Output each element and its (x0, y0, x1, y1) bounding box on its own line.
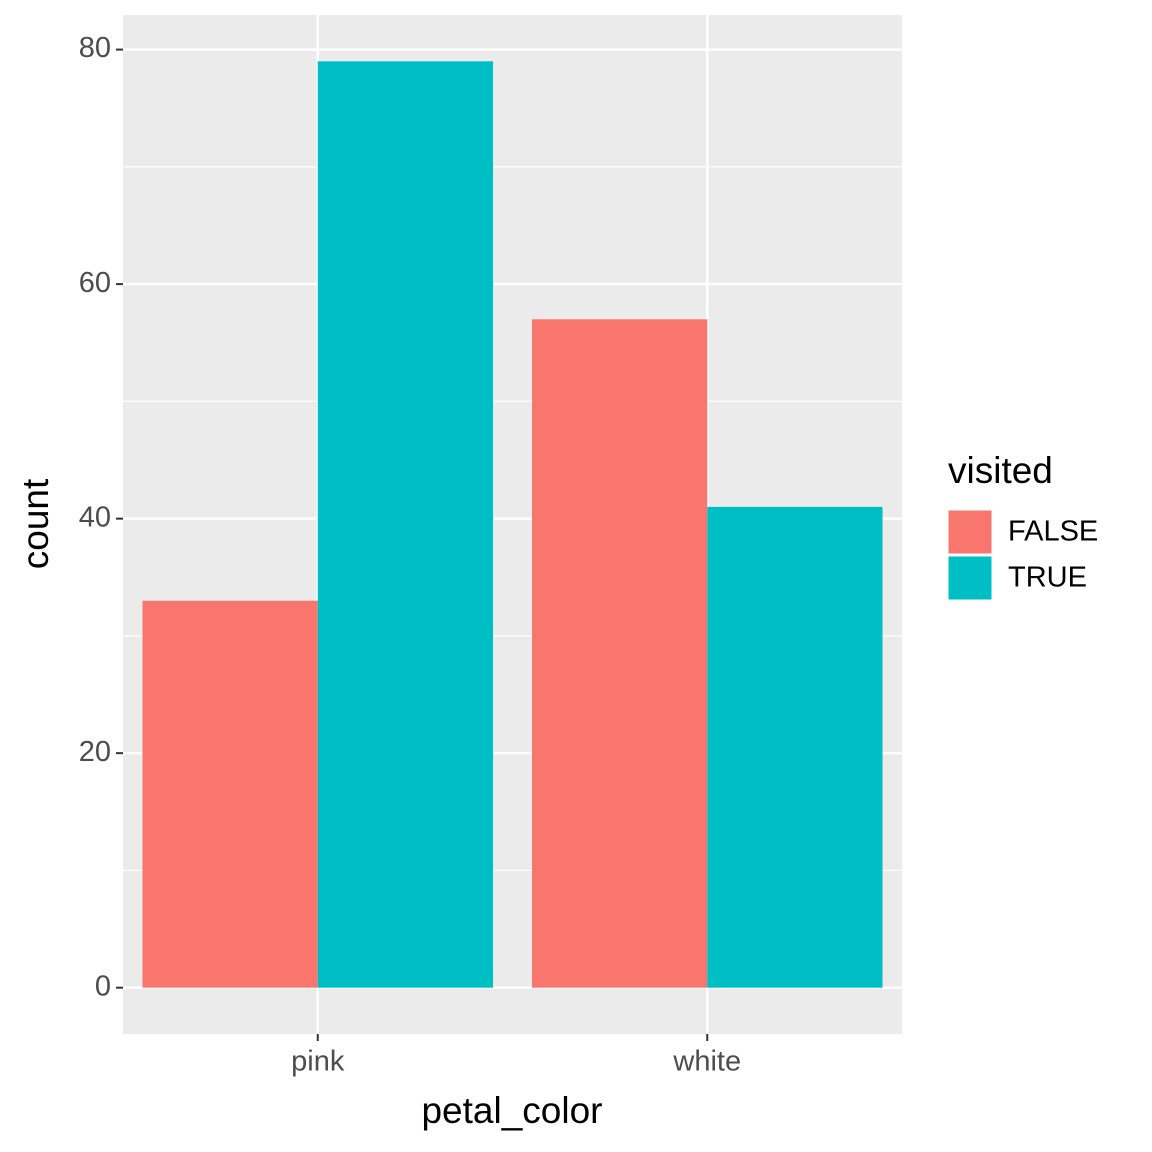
x-tick-label: pink (291, 1046, 345, 1078)
legend-label: TRUE (1008, 562, 1087, 594)
legend-label: FALSE (1008, 516, 1098, 548)
y-tick-label: 20 (79, 736, 111, 768)
x-axis-title: petal_color (421, 1090, 602, 1131)
y-tick-label: 80 (79, 32, 111, 64)
bar (142, 600, 318, 988)
y-tick-label: 0 (95, 970, 111, 1002)
x-tick-label: white (672, 1046, 741, 1078)
y-axis-title: count (15, 478, 56, 569)
bar (317, 61, 494, 988)
legend-title: visited (948, 450, 1053, 491)
bar (531, 319, 708, 988)
legend-key (947, 555, 993, 601)
legend-key (947, 509, 993, 555)
y-tick-label: 60 (79, 267, 111, 299)
y-tick-label: 40 (79, 501, 111, 533)
bar (707, 506, 883, 988)
